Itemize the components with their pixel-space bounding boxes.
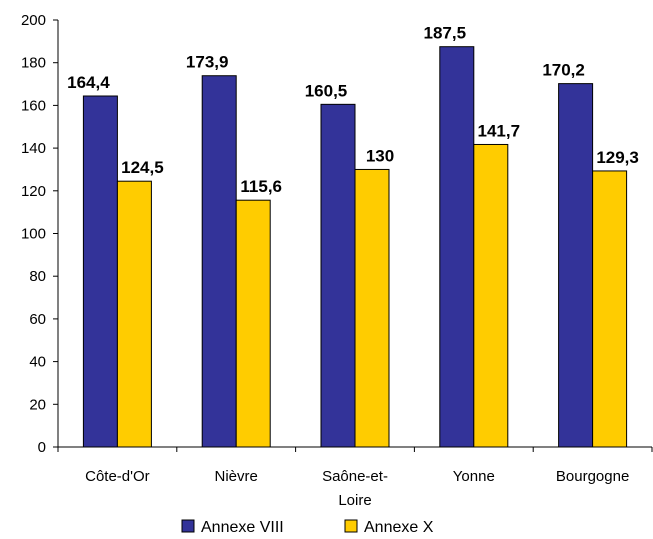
bar-annexe-viii — [439, 46, 475, 448]
bar-annexe-viii — [201, 75, 237, 448]
y-tick-label: 80 — [29, 268, 46, 285]
bar-annexe-viii — [320, 103, 356, 448]
y-tick-label: 140 — [21, 140, 46, 157]
data-label: 173,9 — [186, 53, 229, 72]
chart-axes: 0 20 40 60 80 100 120 140 160 180 200 Côte-d'Or Nièv… — [21, 12, 653, 509]
data-label: 164,4 — [67, 73, 110, 92]
data-label: 170,2 — [542, 61, 585, 80]
x-category-label: Côte-d'Or — [85, 468, 150, 485]
y-tick-label: 60 — [29, 311, 46, 328]
bar-annexe-x — [473, 143, 509, 448]
bar-annexe-x — [235, 199, 271, 448]
x-category-label: Bourgogne — [556, 468, 629, 485]
x-category-label: Nièvre — [215, 468, 258, 485]
data-label: 129,3 — [596, 148, 639, 167]
y-tick-label: 20 — [29, 396, 46, 413]
data-label: 115,6 — [240, 177, 282, 196]
data-label: 160,5 — [305, 81, 348, 100]
chart-bars: 164,4 124,5 173,9 115,6 160,5 130 187,5 141,7 17… — [67, 24, 639, 448]
data-label: 187,5 — [424, 24, 467, 43]
bar-annexe-viii — [558, 83, 594, 448]
legend-swatch — [344, 519, 358, 533]
y-tick-label: 0 — [38, 439, 46, 456]
chart-legend: Annexe VIII Annexe X — [181, 519, 434, 536]
legend-swatch — [181, 519, 195, 533]
legend-label: Annexe X — [364, 519, 434, 536]
bar-annexe-viii — [82, 95, 118, 448]
data-label: 124,5 — [121, 158, 164, 177]
bar-annexe-x — [116, 180, 152, 448]
x-category-label: Loire — [338, 492, 371, 509]
y-tick-label: 100 — [21, 226, 46, 243]
bar-annexe-x — [354, 168, 390, 448]
y-tick-label: 160 — [21, 97, 46, 114]
y-tick-label: 120 — [21, 183, 46, 200]
legend-label: Annexe VIII — [201, 519, 284, 536]
bar-annexe-x — [592, 170, 628, 448]
x-category-label: Yonne — [453, 468, 495, 485]
data-label: 130 — [366, 146, 394, 165]
x-category-label: Saône-et- — [322, 468, 388, 485]
y-tick-label: 180 — [21, 55, 46, 72]
y-tick-label: 40 — [29, 354, 46, 371]
data-label: 141,7 — [478, 121, 521, 140]
y-tick-label: 200 — [21, 12, 46, 29]
